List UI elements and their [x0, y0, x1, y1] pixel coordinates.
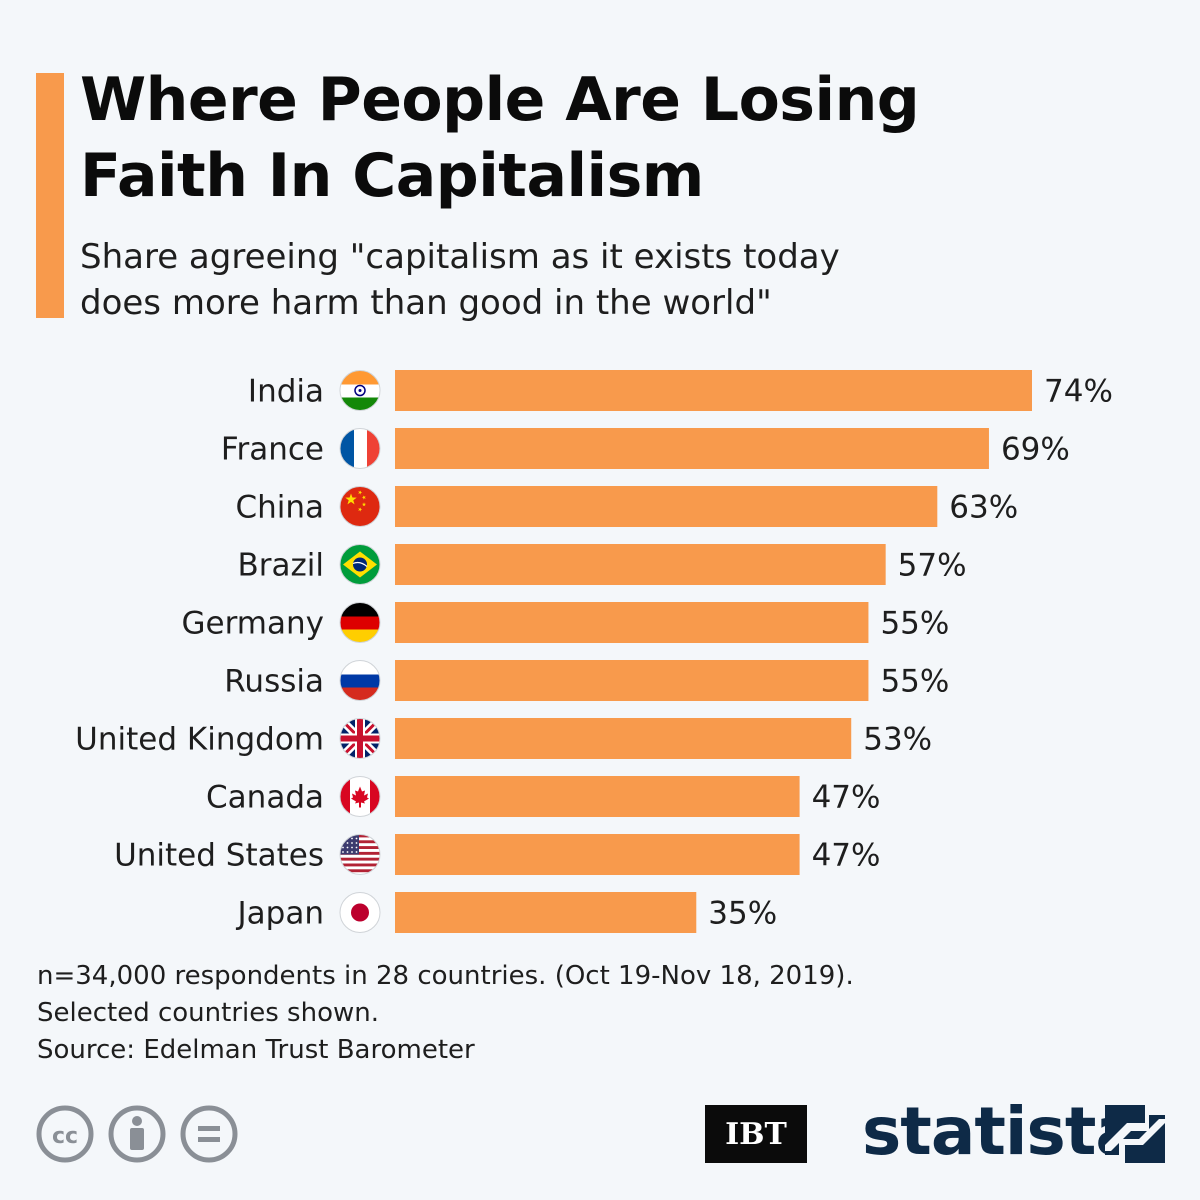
category-label: Brazil	[237, 548, 324, 584]
accent-bar	[36, 73, 64, 318]
ibt-logo: IBT	[705, 1105, 807, 1163]
category-label: Canada	[206, 780, 324, 816]
bar	[395, 486, 938, 527]
uk-flag-icon	[339, 718, 381, 759]
category-label: United Kingdom	[75, 722, 324, 758]
chart-notes: n=34,000 respondents in 28 countries. (O…	[37, 958, 1037, 1069]
bar-row: Canada 47%	[206, 776, 880, 817]
category-label: China	[235, 490, 324, 526]
china-flag-icon	[339, 486, 381, 527]
category-label: Japan	[236, 896, 324, 932]
bar-row: France 69%	[221, 428, 1070, 469]
canada-flag-icon	[339, 776, 381, 817]
bar-row: Japan 35%	[236, 892, 777, 933]
bar-row: Brazil 57%	[237, 544, 967, 585]
value-label: 55%	[880, 606, 949, 642]
bar	[395, 892, 697, 933]
bar	[395, 544, 886, 585]
bar-row: United Kingdom 53%	[75, 718, 932, 759]
bar-row: United States 47%	[114, 834, 880, 875]
bar	[395, 660, 869, 701]
category-label: United States	[114, 838, 324, 874]
value-label: 63%	[949, 490, 1018, 526]
germany-flag-icon	[339, 602, 381, 643]
bar-row: India 74%	[248, 370, 1113, 411]
india-flag-icon	[339, 370, 381, 411]
value-label: 53%	[863, 722, 932, 758]
source-note: Source: Edelman Trust Barometer	[37, 1035, 475, 1065]
sample-note: n=34,000 respondents in 28 countries. (O…	[37, 961, 854, 991]
france-flag-icon	[339, 428, 381, 469]
statista-logo: statista	[862, 1093, 1140, 1170]
bar-row: China 63%	[235, 486, 1018, 527]
bar	[395, 776, 800, 817]
japan-flag-icon	[339, 892, 381, 933]
bar	[395, 718, 852, 759]
bar-row: Germany 55%	[182, 602, 949, 643]
value-label: 57%	[898, 548, 967, 584]
chart-subtitle: Share agreeing "capitalism as it exists …	[80, 234, 1080, 326]
bar	[395, 602, 869, 643]
category-label: India	[248, 374, 324, 410]
category-label: Russia	[224, 664, 324, 700]
chart-title-line-2: Faith In Capitalism	[80, 141, 704, 211]
no-derivatives-icon	[180, 1105, 238, 1163]
value-label: 69%	[1001, 432, 1070, 468]
chart-title-line-1: Where People Are Losing	[80, 65, 920, 135]
svg-text:cc: cc	[52, 1124, 78, 1149]
license-icons: cc	[36, 1105, 238, 1163]
brazil-flag-icon	[339, 544, 381, 585]
chart-title: Where People Are Losing Faith In Capital…	[80, 62, 1130, 214]
usa-flag-icon	[339, 834, 381, 875]
value-label: 74%	[1044, 374, 1113, 410]
selection-note: Selected countries shown.	[37, 998, 379, 1028]
category-label: Germany	[182, 606, 324, 642]
bar	[395, 370, 1032, 411]
attribution-icon	[108, 1105, 166, 1163]
chart-subtitle-line-2: does more harm than good in the world"	[80, 283, 772, 323]
chart-subtitle-line-1: Share agreeing "capitalism as it exists …	[80, 237, 840, 277]
bar-chart: India 74% France 69% China 63% Brazil 57% German…	[75, 370, 1113, 933]
russia-flag-icon	[339, 660, 381, 701]
bar	[395, 428, 989, 469]
category-label: France	[221, 432, 324, 468]
value-label: 35%	[708, 896, 777, 932]
creative-commons-icon: cc	[36, 1105, 94, 1163]
bar-row: Russia 55%	[224, 660, 949, 701]
value-label: 55%	[880, 664, 949, 700]
value-label: 47%	[812, 838, 881, 874]
bar	[395, 834, 800, 875]
statista-mark-icon	[1105, 1105, 1165, 1163]
value-label: 47%	[812, 780, 881, 816]
